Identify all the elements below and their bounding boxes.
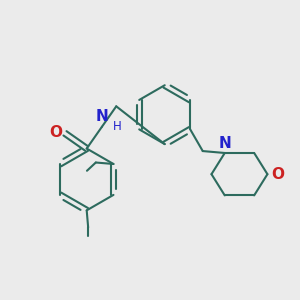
Text: O: O [50, 125, 63, 140]
Text: N: N [95, 110, 108, 124]
Text: N: N [219, 136, 232, 151]
Text: O: O [271, 167, 284, 182]
Text: H: H [113, 120, 122, 133]
